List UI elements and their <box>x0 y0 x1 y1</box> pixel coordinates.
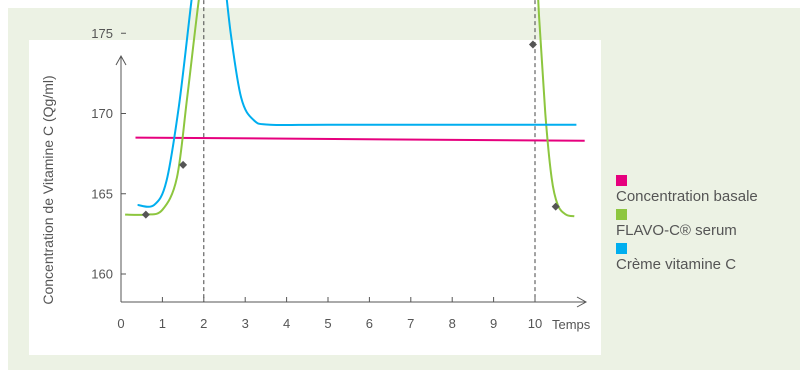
data-marker-4 <box>528 40 537 49</box>
y-tick-label-170: 170 <box>91 106 113 121</box>
series-line-flavo-c-serum <box>125 0 575 218</box>
x-tick-label-5: 5 <box>324 316 331 331</box>
legend-label-flavo-c-serum: FLAVO-C® serum <box>616 222 737 239</box>
legend-label-concentration-basale: Concentration basale <box>616 188 758 205</box>
y-axis-label: Concentration de Vitamine C (Qg/ml) <box>40 75 56 304</box>
data-marker-0 <box>141 210 150 219</box>
y-tick-label-165: 165 <box>91 186 113 201</box>
legend-swatch-concentration-basale <box>616 175 627 186</box>
x-tick-label-4: 4 <box>283 316 290 331</box>
tick-labels: 012345678910160165170175180185 <box>91 26 542 331</box>
x-tick-label-7: 7 <box>407 316 414 331</box>
x-tick-label-9: 9 <box>490 316 497 331</box>
legend: Concentration basale FLAVO-C® serum Crèm… <box>616 175 806 277</box>
legend-swatch-flavo-c-serum <box>616 209 627 220</box>
legend-item-concentration-basale: Concentration basale <box>616 175 806 206</box>
x-tick-label-6: 6 <box>366 316 373 331</box>
series-line-creme-vitamine-c <box>137 0 577 208</box>
x-tick-label-2: 2 <box>200 316 207 331</box>
legend-item-creme-vitamine-c: Crème vitamine C <box>616 243 806 274</box>
x-axis-arrow <box>576 296 588 308</box>
reference-lines <box>203 0 536 302</box>
data-markers <box>141 40 560 219</box>
x-tick-label-1: 1 <box>159 316 166 331</box>
y-axis-arrow <box>115 54 127 66</box>
y-tick-label-175: 175 <box>91 26 113 41</box>
legend-swatch-creme-vitamine-c <box>616 243 627 254</box>
x-tick-label-0: 0 <box>117 316 124 331</box>
x-tick-label-3: 3 <box>242 316 249 331</box>
axes <box>115 32 588 308</box>
series-line-concentration-basale <box>135 136 585 142</box>
legend-label-creme-vitamine-c: Crème vitamine C <box>616 256 737 273</box>
x-axis-label: Temps <box>552 317 591 332</box>
series-lines <box>125 0 585 218</box>
y-tick-label-160: 160 <box>91 267 113 282</box>
legend-item-flavo-c-serum: FLAVO-C® serum <box>616 209 806 240</box>
x-tick-label-10: 10 <box>528 316 542 331</box>
x-tick-label-8: 8 <box>449 316 456 331</box>
data-marker-1 <box>179 160 188 169</box>
data-marker-5 <box>551 202 560 211</box>
